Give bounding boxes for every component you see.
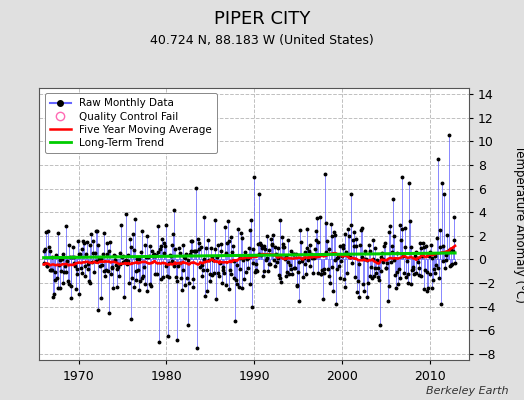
Text: Berkeley Earth: Berkeley Earth: [426, 386, 508, 396]
Legend: Raw Monthly Data, Quality Control Fail, Five Year Moving Average, Long-Term Tren: Raw Monthly Data, Quality Control Fail, …: [45, 93, 217, 153]
Y-axis label: Temperature Anomaly (°C): Temperature Anomaly (°C): [513, 145, 524, 303]
Text: PIPER CITY: PIPER CITY: [214, 10, 310, 28]
Text: 40.724 N, 88.183 W (United States): 40.724 N, 88.183 W (United States): [150, 34, 374, 47]
